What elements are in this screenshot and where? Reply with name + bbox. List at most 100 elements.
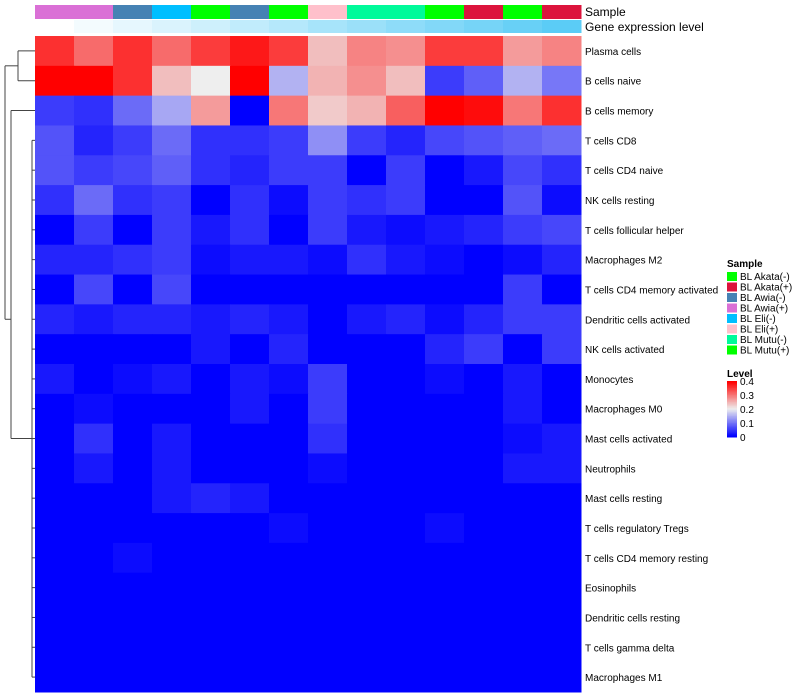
heatmap-cell [542,423,582,454]
heatmap-cell [113,632,153,663]
heatmap-cell [113,125,153,156]
legend-gradient-step [727,430,737,432]
heatmap-cell [542,393,582,425]
heatmap-cell [269,393,309,425]
heatmap-cell [425,393,465,425]
heatmap-cell [308,483,348,514]
expression-annotation-cell [113,20,153,33]
row-label: T cells CD4 memory activated [585,285,718,296]
heatmap-cell [191,423,231,454]
row-label: Mast cells resting [585,494,662,505]
heatmap-cell [191,393,231,425]
heatmap-cell [35,483,75,514]
sample-annotation-cell [191,5,231,19]
heatmap-cell [191,304,231,335]
heatmap-cell [425,185,465,216]
heatmap-cell [113,364,153,395]
heatmap-cell [386,423,426,454]
heatmap-cell [74,95,114,126]
heatmap-cell [347,453,387,484]
heatmap-cell [464,602,504,633]
heatmap-cell [308,274,348,305]
heatmap-cell [542,95,582,126]
heatmap-cell [503,572,543,604]
heatmap-cell [74,36,114,67]
heatmap-cell [386,453,426,484]
heatmap-cell [191,513,231,544]
heatmap-cell [386,542,426,574]
row-label: Eosinophils [585,584,636,595]
heatmap-cell [542,662,582,693]
heatmap-cell [74,632,114,663]
heatmap-cell [74,274,114,305]
heatmap-cell [425,423,465,454]
heatmap-cell [308,65,348,97]
legend-gradient-step [727,411,737,414]
heatmap-cell [425,662,465,693]
heatmap-cell [74,513,114,544]
heatmap-cell [269,364,309,395]
heatmap-cell [464,453,504,484]
legend-gradient-step [727,435,737,438]
heatmap-cell [464,244,504,276]
heatmap-cell [308,125,348,156]
heatmap-cell [386,36,426,67]
annotation-label-expression: Gene expression level [585,20,704,34]
heatmap-cell [113,95,153,126]
legend-level-tick: 0.3 [740,391,754,402]
legend-gradient-step [727,407,737,410]
heatmap-cell [191,244,231,276]
heatmap-cell [269,602,309,633]
heatmap-cell [347,244,387,276]
heatmap-cell [347,542,387,574]
heatmap-cell [35,513,75,544]
heatmap-cell [74,542,114,574]
heatmap-cell [386,662,426,693]
heatmap-cell [74,572,114,604]
legend-gradient-step [727,414,737,417]
legend-gradient-step [727,385,737,388]
legend-gradient-step [727,417,737,420]
heatmap-cell [425,572,465,604]
heatmap-cell [542,155,582,186]
heatmap-cell [269,274,309,305]
heatmap-cell [425,214,465,246]
legend-sample-title: Sample [727,259,763,270]
heatmap-cell [74,453,114,484]
heatmap-cell [269,632,309,663]
legend-gradient-step [727,431,737,434]
legend-gradient-step [727,386,737,389]
heatmap-cell [113,65,153,97]
heatmap-cell [386,304,426,335]
heatmap-cell [269,304,309,335]
heatmap-cell [542,65,582,97]
heatmap-cell [191,632,231,663]
heatmap-cell [152,393,192,425]
heatmap-cell [152,602,192,633]
legend-sample-label: BL Mutu(-) [740,335,787,346]
heatmap-cell [35,632,75,663]
heatmap-cell [386,214,426,246]
heatmap-cell [152,125,192,156]
heatmap-cell [425,244,465,276]
heatmap-cell [230,185,270,216]
heatmap-cell [308,632,348,663]
expression-annotation-cell [74,20,114,33]
heatmap-cell [425,125,465,156]
legend-sample-label: BL Akata(-) [740,272,790,283]
heatmap-cell [113,244,153,276]
row-label: Dendritic cells resting [585,613,680,624]
heatmap-cell [464,513,504,544]
heatmap-cell [503,36,543,67]
heatmap-cell [113,214,153,246]
heatmap-cell [386,572,426,604]
heatmap-cell [503,364,543,395]
heatmap-cell [503,602,543,633]
sample-annotation-cell [308,5,348,19]
heatmap-cell [191,36,231,67]
legend-level-title: Level [727,369,753,380]
heatmap-cell [74,662,114,693]
heatmap-cell [74,602,114,633]
heatmap-cell [230,36,270,67]
